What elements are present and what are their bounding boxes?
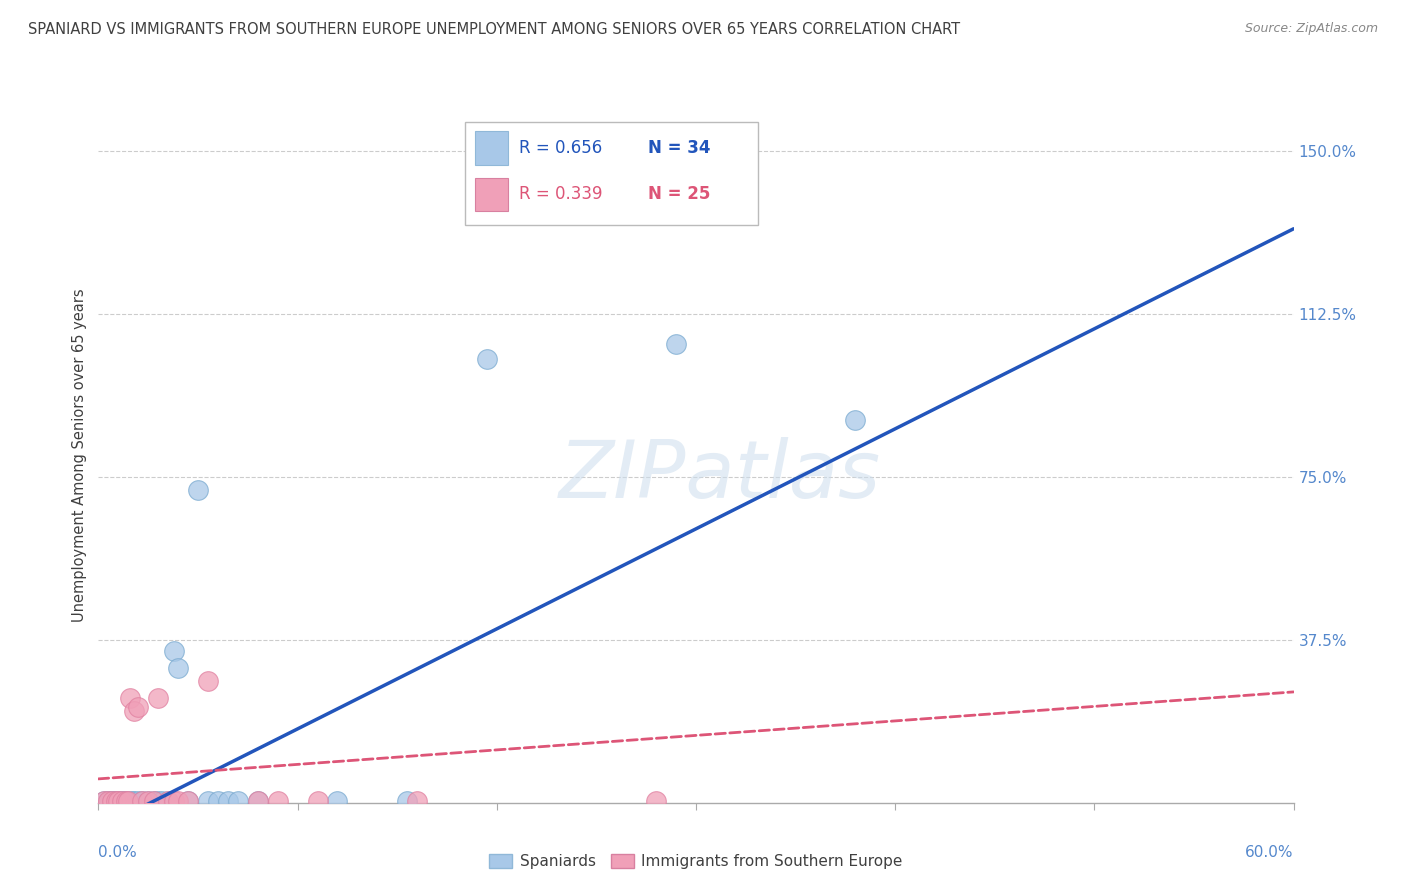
Point [101,794,124,808]
Point [246,794,269,808]
Point [207,794,229,808]
Point [167,794,190,808]
Point [177,794,200,808]
Point [267,794,290,808]
Point [105,794,128,808]
Point [226,794,249,808]
Text: 60.0%: 60.0% [1246,845,1294,860]
Point [396,794,419,808]
Legend: Spaniards, Immigrants from Southern Europe: Spaniards, Immigrants from Southern Euro… [484,848,908,875]
Point [148,691,170,706]
Point [157,794,180,808]
Point [167,661,190,675]
Point [127,794,149,808]
Point [93,794,115,808]
Y-axis label: Unemployment Among Seniors over 65 years: Unemployment Among Seniors over 65 years [72,288,87,622]
Point [143,794,166,808]
Point [136,794,159,808]
Point [136,794,159,808]
Text: N = 34: N = 34 [648,139,710,157]
Point [93,794,115,808]
Point [120,691,142,706]
Point [326,794,349,808]
Point [101,794,124,808]
Text: SPANIARD VS IMMIGRANTS FROM SOUTHERN EUROPE UNEMPLOYMENT AMONG SENIORS OVER 65 Y: SPANIARD VS IMMIGRANTS FROM SOUTHERN EUR… [28,22,960,37]
Point [131,794,153,808]
Point [197,794,219,808]
Text: 0.0%: 0.0% [98,845,138,860]
Point [117,794,139,808]
Text: N = 25: N = 25 [648,185,710,203]
Point [148,794,170,808]
Point [475,352,498,367]
Point [111,794,134,808]
Point [105,794,128,808]
Point [103,794,125,808]
Point [143,794,166,808]
Text: R = 0.339: R = 0.339 [519,185,603,203]
Point [97,794,120,808]
Text: R = 0.656: R = 0.656 [519,139,602,157]
Point [121,794,143,808]
Point [110,794,132,808]
Point [98,794,122,808]
Point [665,337,688,351]
Point [107,794,129,808]
Point [107,794,129,808]
Point [307,794,329,808]
Point [112,794,135,808]
Point [177,794,200,808]
Point [246,794,269,808]
Text: ZIPatlas: ZIPatlas [558,437,882,515]
Point [197,674,219,689]
Point [157,794,180,808]
FancyBboxPatch shape [465,122,758,226]
Point [163,643,186,657]
Point [97,794,120,808]
FancyBboxPatch shape [475,178,509,211]
Point [127,700,149,714]
Point [406,794,429,808]
Point [111,794,134,808]
Point [131,794,153,808]
Point [163,794,186,808]
Point [150,794,173,808]
Point [124,794,146,808]
Point [844,413,866,427]
Point [645,794,668,808]
FancyBboxPatch shape [475,131,509,165]
Point [124,705,146,719]
Point [217,794,239,808]
Point [117,794,139,808]
Point [115,794,138,808]
Point [187,483,209,497]
Text: Source: ZipAtlas.com: Source: ZipAtlas.com [1244,22,1378,36]
